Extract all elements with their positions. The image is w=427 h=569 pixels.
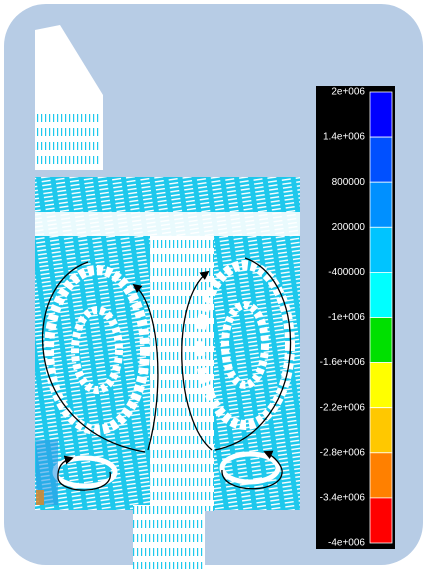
colorbar-segment [370,227,392,272]
colorbar-label: -400000 [328,267,365,278]
pressure-spot [36,490,44,505]
colorbar-label: -1e+006 [328,312,365,323]
colorbar-segment [370,318,392,363]
outlet [133,505,205,569]
colorbar-label: -4e+006 [328,538,365,549]
colorbar-segment [370,453,392,498]
page: 2e+006 1.4e+006 800000 200000 -400000 -1e+006… [0,0,427,569]
colorbar-label: 2e+006 [331,87,365,98]
inlet-flow [37,110,101,170]
colorbar-segment [370,182,392,227]
colorbar-label: -2.2e+006 [320,402,366,413]
colorbar-segment [370,408,392,453]
colorbar-segment [370,272,392,317]
colorbar-label: 1.4e+006 [323,132,365,143]
colorbar-label: -2.8e+006 [320,447,366,458]
colorbar-segment [370,363,392,408]
colorbar-segment [370,498,392,543]
colorbar-label: 800000 [332,177,366,188]
shear-band [35,212,300,236]
colorbar-label: 200000 [332,222,366,233]
colorbar-segment [370,92,392,137]
colorbar-label: -1.6e+006 [320,357,366,368]
colorbar-segment [370,137,392,182]
figure: 2e+006 1.4e+006 800000 200000 -400000 -1e+006… [0,0,427,569]
colorbar-label: -3.4e+006 [320,493,366,504]
